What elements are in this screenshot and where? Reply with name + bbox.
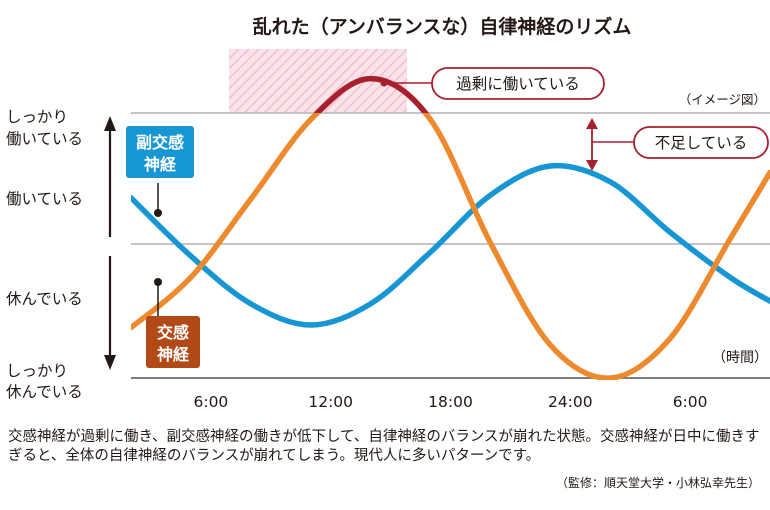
y-level-label: 働いている (6, 130, 83, 148)
chart-title: 乱れた（アンバランスな）自律神経のリズム (253, 15, 632, 38)
y-level-label: 休んでいる (6, 383, 83, 401)
parasympathetic-label-line2: 神経 (144, 155, 177, 174)
shortage-label: 不足している (655, 134, 748, 152)
y-level-label: しっかり (6, 362, 68, 380)
parasympathetic-line (131, 162, 770, 328)
parasympathetic-label-line1: 副交感 (136, 133, 184, 152)
gridlines (131, 112, 770, 379)
sympathetic-label-line2: 神経 (157, 345, 190, 364)
x-tick-label: 18:00 (428, 393, 473, 411)
sympathetic-marker (154, 278, 162, 286)
x-tick-label: 24:00 (548, 393, 593, 411)
x-tick-label: 12:00 (308, 393, 353, 411)
image-note: （イメージ図） (679, 92, 766, 107)
x-axis-label: （時間） (712, 350, 768, 366)
shortage-annotation: 不足している (586, 118, 769, 171)
source-credit: （監修：順天堂大学・小林弘幸先生） (555, 476, 760, 490)
x-tick-label: 6:00 (673, 393, 708, 411)
parasympathetic-marker (154, 209, 162, 217)
series-layer (131, 75, 770, 380)
parasympathetic-callout: 副交感 神経 (126, 126, 194, 217)
sympathetic-label-line1: 交感 (157, 323, 189, 342)
y-level-label: 働いている (6, 190, 83, 208)
sympathetic-callout: 交感 神経 (146, 278, 200, 368)
y-level-label: しっかり (6, 108, 68, 126)
x-tick-label: 6:00 (193, 393, 228, 411)
excess-annotation: 過剰に働いている (380, 67, 605, 100)
sympathetic-line (131, 75, 770, 380)
y-level-label: 休んでいる (6, 290, 83, 308)
caption: 交感神経が過剰に働き、副交感神経の働きが低下して、自律神経のバランスが崩れた状態… (8, 429, 760, 464)
excess-label: 過剰に働いている (456, 75, 580, 93)
x-tick-labels: 6:00 12:00 18:00 24:00 6:00 (193, 393, 707, 411)
y-axis-arrows (104, 116, 116, 370)
